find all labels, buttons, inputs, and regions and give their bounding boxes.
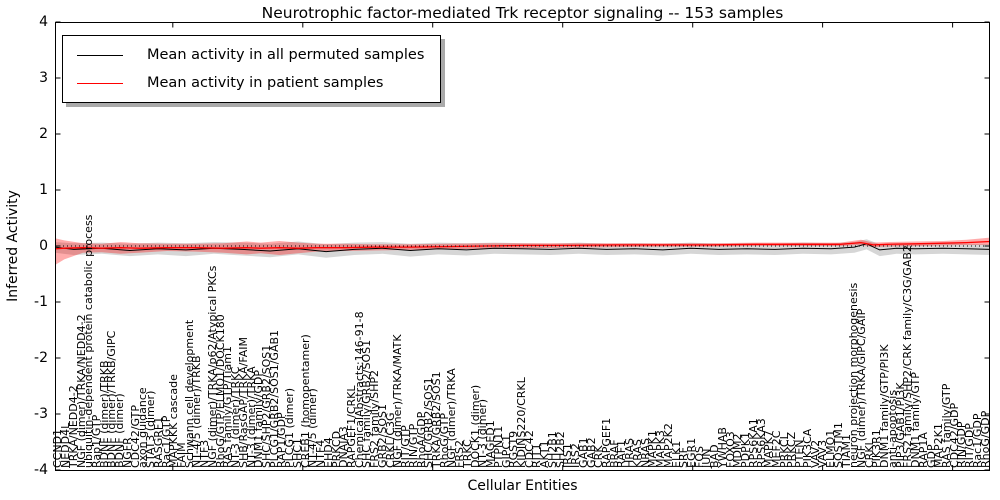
y-tick-label: 4 bbox=[39, 14, 48, 30]
y-tick-label: -1 bbox=[34, 294, 48, 310]
chart-title: Neurotrophic factor-mediated Trk recepto… bbox=[261, 4, 784, 22]
legend-label-patient: Mean activity in patient samples bbox=[147, 75, 384, 91]
y-tick-label: -3 bbox=[34, 406, 48, 422]
legend-item-patient: Mean activity in patient samples bbox=[77, 70, 424, 96]
entity-label: RhoG/GDP bbox=[978, 410, 992, 468]
y-tick-label: -2 bbox=[34, 350, 48, 366]
y-tick-label: 1 bbox=[39, 182, 48, 198]
y-tick-label: 0 bbox=[39, 238, 48, 254]
legend-item-permuted: Mean activity in all permuted samples bbox=[77, 42, 424, 68]
legend-line-permuted bbox=[77, 54, 123, 56]
legend-line-patient bbox=[77, 82, 123, 84]
legend: Mean activity in all permuted samples Me… bbox=[62, 35, 442, 103]
y-tick-label: 2 bbox=[39, 126, 48, 142]
y-tick-label: -4 bbox=[34, 462, 48, 478]
x-axis-label: Cellular Entities bbox=[467, 478, 578, 494]
y-tick-label: 3 bbox=[39, 70, 48, 86]
mean-line-patient bbox=[54, 240, 991, 250]
legend-label-permuted: Mean activity in all permuted samples bbox=[147, 47, 425, 63]
